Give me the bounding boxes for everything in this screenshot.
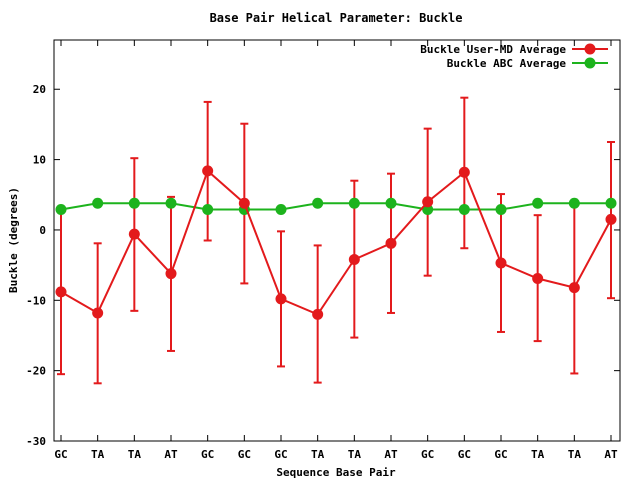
- abc-data-point: [55, 204, 67, 216]
- y-axis: -30 -20 -10 0 10 20: [26, 83, 620, 448]
- md-data-point: [312, 308, 324, 320]
- abc-data-point: [92, 197, 104, 209]
- abc-data-point: [165, 197, 177, 209]
- legend-label: Buckle User-MD Average: [420, 43, 566, 56]
- md-data-point: [385, 237, 397, 249]
- legend-swatch-marker: [584, 57, 596, 69]
- abc-data-point: [495, 204, 507, 216]
- x-tick-label: AT: [604, 448, 618, 461]
- y-tick-label: 10: [33, 154, 46, 167]
- md-data-point: [422, 196, 434, 208]
- x-tick-label: GC: [494, 448, 507, 461]
- x-tick-label: TA: [311, 448, 325, 461]
- abc-data-point: [202, 204, 214, 216]
- abc-data-point: [312, 197, 324, 209]
- md-data-point: [202, 165, 214, 177]
- md-data-point: [275, 293, 287, 305]
- y-tick-label: -10: [26, 294, 46, 307]
- md-data-point: [128, 228, 140, 240]
- abc-data-point: [568, 197, 580, 209]
- y-tick-label: 20: [33, 83, 46, 96]
- y-tick-label: -30: [26, 435, 46, 448]
- series-layer: [55, 96, 617, 385]
- abc-data-point: [385, 197, 397, 209]
- x-tick-label: AT: [384, 448, 398, 461]
- abc-data-point: [532, 197, 544, 209]
- legend-label: Buckle ABC Average: [447, 57, 567, 70]
- md-data-point: [532, 272, 544, 284]
- x-tick-label: GC: [458, 448, 471, 461]
- x-tick-label: GC: [274, 448, 287, 461]
- md-data-point: [238, 197, 250, 209]
- md-data-point: [55, 286, 67, 298]
- x-tick-label: TA: [568, 448, 582, 461]
- x-tick-label: GC: [54, 448, 67, 461]
- x-tick-label: TA: [128, 448, 142, 461]
- md-data-point: [568, 282, 580, 294]
- md-data-point: [165, 268, 177, 280]
- legend-swatch-marker: [584, 43, 596, 55]
- x-tick-label: TA: [348, 448, 362, 461]
- x-tick-label: GC: [421, 448, 434, 461]
- x-tick-label: TA: [91, 448, 105, 461]
- y-axis-label: Buckle (degrees): [7, 187, 20, 293]
- md-data-point: [458, 166, 470, 178]
- x-axis-label: Sequence Base Pair: [276, 466, 396, 479]
- abc-data-point: [605, 197, 617, 209]
- y-tick-label: -20: [26, 365, 46, 378]
- x-tick-label: AT: [164, 448, 178, 461]
- x-axis: GC TA TA AT GC GC GC TA TA AT GC GC GC TA TA AT: [54, 40, 618, 461]
- abc-data-point: [348, 197, 360, 209]
- md-data-point: [605, 213, 617, 225]
- x-tick-label: GC: [238, 448, 251, 461]
- chart-title: Base Pair Helical Parameter: Buckle: [210, 11, 463, 25]
- md-series-line: [60, 169, 612, 316]
- abc-data-point: [275, 204, 287, 216]
- md-data-point: [348, 253, 360, 265]
- x-tick-label: TA: [531, 448, 545, 461]
- abc-data-point: [128, 197, 140, 209]
- md-data-point: [495, 257, 507, 269]
- x-tick-label: GC: [201, 448, 214, 461]
- plot-frame: [53, 39, 621, 442]
- abc-series-line: [60, 202, 611, 211]
- abc-data-point: [422, 204, 434, 216]
- abc-data-point: [458, 204, 470, 216]
- y-tick-label: 0: [39, 224, 46, 237]
- md-data-point: [92, 307, 104, 319]
